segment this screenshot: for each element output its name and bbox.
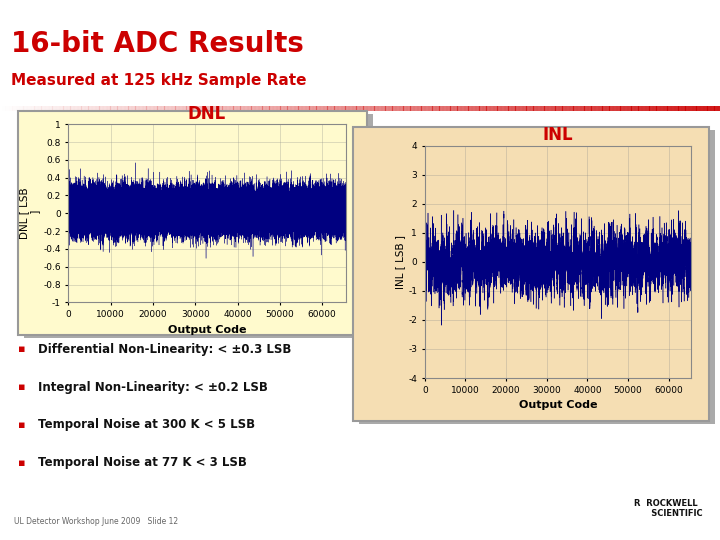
Text: ▪: ▪ (18, 382, 25, 392)
Text: Differential Non-Linearity: < ±0.3 LSB: Differential Non-Linearity: < ±0.3 LSB (38, 343, 292, 356)
Y-axis label: INL [ LSB ]: INL [ LSB ] (395, 235, 405, 289)
Title: DNL: DNL (188, 105, 226, 123)
Text: ▪: ▪ (18, 420, 25, 430)
Title: INL: INL (543, 126, 573, 144)
Text: Integral Non-Linearity: < ±0.2 LSB: Integral Non-Linearity: < ±0.2 LSB (38, 381, 268, 394)
Text: Temporal Noise at 300 K < 5 LSB: Temporal Noise at 300 K < 5 LSB (38, 418, 256, 431)
Text: R  ROCKWELL
      SCIENTIFIC: R ROCKWELL SCIENTIFIC (634, 499, 702, 518)
Text: 16-bit ADC Results: 16-bit ADC Results (11, 30, 304, 58)
Text: Temporal Noise at 77 K < 3 LSB: Temporal Noise at 77 K < 3 LSB (38, 456, 247, 469)
Text: Measured at 125 kHz Sample Rate: Measured at 125 kHz Sample Rate (11, 73, 306, 88)
X-axis label: Output Code: Output Code (168, 325, 246, 335)
Text: ▪: ▪ (18, 345, 25, 354)
Y-axis label: DNL [ LSB
 ]: DNL [ LSB ] (19, 187, 40, 239)
Text: ▪: ▪ (18, 458, 25, 468)
X-axis label: Output Code: Output Code (518, 400, 598, 410)
Text: UL Detector Workshop June 2009   Slide 12: UL Detector Workshop June 2009 Slide 12 (14, 517, 179, 526)
